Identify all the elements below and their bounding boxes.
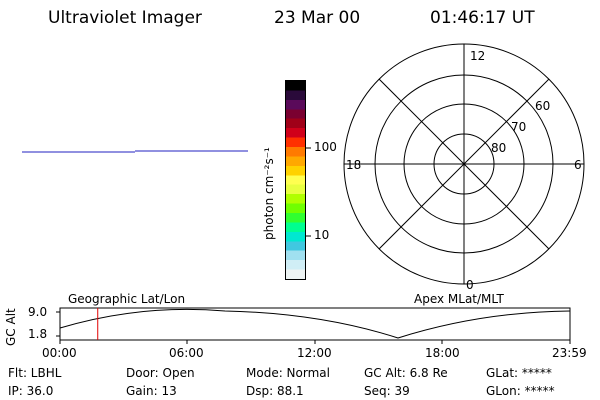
timeline-xtick-2: 12:00	[297, 346, 332, 360]
info-dsp: Dsp: 88.1	[246, 384, 304, 398]
time-label: 01:46:17 UT	[430, 8, 535, 28]
timeline-xtick-4: 23:59	[552, 346, 587, 360]
info-gc-alt: GC Alt: 6.8 Re	[364, 366, 448, 380]
lat-label-80: 80	[491, 141, 506, 155]
lat-label-70: 70	[511, 120, 526, 134]
clock-label-6: 6	[574, 158, 582, 172]
geographic-label: Geographic Lat/Lon	[68, 292, 186, 306]
info-glat: GLat: *****	[486, 366, 552, 380]
colorbar-tick-100: 100	[314, 140, 337, 154]
instrument-title: Ultraviolet Imager	[48, 8, 202, 28]
info-door: Door: Open	[126, 366, 195, 380]
lat-label-60: 60	[535, 99, 550, 113]
timeline-ytick-bottom: 1.8	[28, 327, 48, 341]
colorbar	[285, 80, 306, 280]
timeline-xtick-1: 06:00	[169, 346, 204, 360]
info-mode: Mode: Normal	[246, 366, 330, 380]
info-gain: Gain: 13	[126, 384, 177, 398]
apex-label: Apex MLat/MLT	[414, 292, 504, 306]
timeline-xtick-3: 18:00	[425, 346, 460, 360]
colorbar-tick-10: 10	[314, 228, 330, 242]
clock-label-18: 18	[346, 158, 361, 172]
date-label: 23 Mar 00	[274, 8, 361, 28]
timeline-xtick-0: 00:00	[42, 346, 77, 360]
info-ip: IP: 36.0	[8, 384, 54, 398]
info-seq: Seq: 39	[364, 384, 410, 398]
info-glon: GLon: *****	[486, 384, 555, 398]
clock-label-0: 0	[466, 278, 474, 292]
info-flt: Flt: LBHL	[8, 366, 62, 380]
clock-label-12: 12	[470, 49, 485, 63]
timeline-ytick-top: 9.0	[28, 305, 48, 319]
